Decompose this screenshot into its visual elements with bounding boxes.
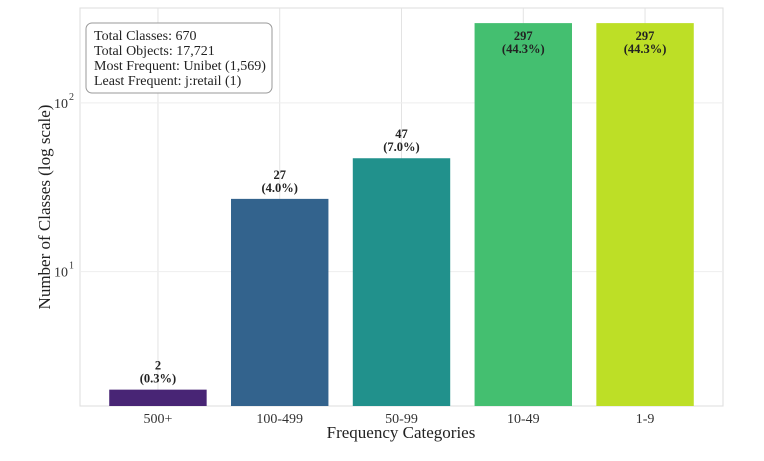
bar-1-9 [596, 23, 694, 407]
y-axis-label: Number of Classes (log scale) [35, 105, 54, 310]
data-label-percent: (0.3%) [140, 372, 176, 386]
stats-line: Total Classes: 670 [94, 29, 196, 44]
data-label-value: 47 [395, 127, 408, 141]
y-tick-label: 10 [54, 266, 68, 281]
data-label-percent: (4.0%) [261, 181, 297, 195]
bar-100-499 [231, 198, 329, 406]
x-tick-label: 1-9 [636, 412, 655, 427]
data-label-value: 297 [514, 29, 533, 43]
x-axis-label: Frequency Categories [327, 423, 476, 442]
bar-10-49 [474, 23, 572, 407]
y-tick-exponent: 1 [69, 261, 74, 272]
data-label-percent: (44.3%) [502, 42, 545, 56]
stats-line: Total Objects: 17,721 [94, 44, 215, 59]
x-tick-label: 100-499 [256, 412, 303, 427]
x-tick-label: 10-49 [507, 412, 540, 427]
bar-50-99 [352, 158, 451, 406]
data-label-percent: (7.0%) [383, 140, 419, 154]
y-tick-exponent: 2 [69, 92, 74, 103]
y-tick-label: 10 [54, 97, 68, 112]
stats-line: Least Frequent: j:retail (1) [94, 74, 242, 89]
data-label-percent: (44.3%) [624, 42, 667, 56]
stats-line: Most Frequent: Unibet (1,569) [94, 59, 266, 74]
data-label-value: 2 [155, 359, 161, 373]
bar-500+ [109, 389, 207, 406]
data-label-value: 27 [273, 168, 286, 182]
data-label-value: 297 [636, 29, 655, 43]
x-tick-label: 500+ [143, 412, 172, 427]
x-tick-label: 50-99 [385, 412, 418, 427]
